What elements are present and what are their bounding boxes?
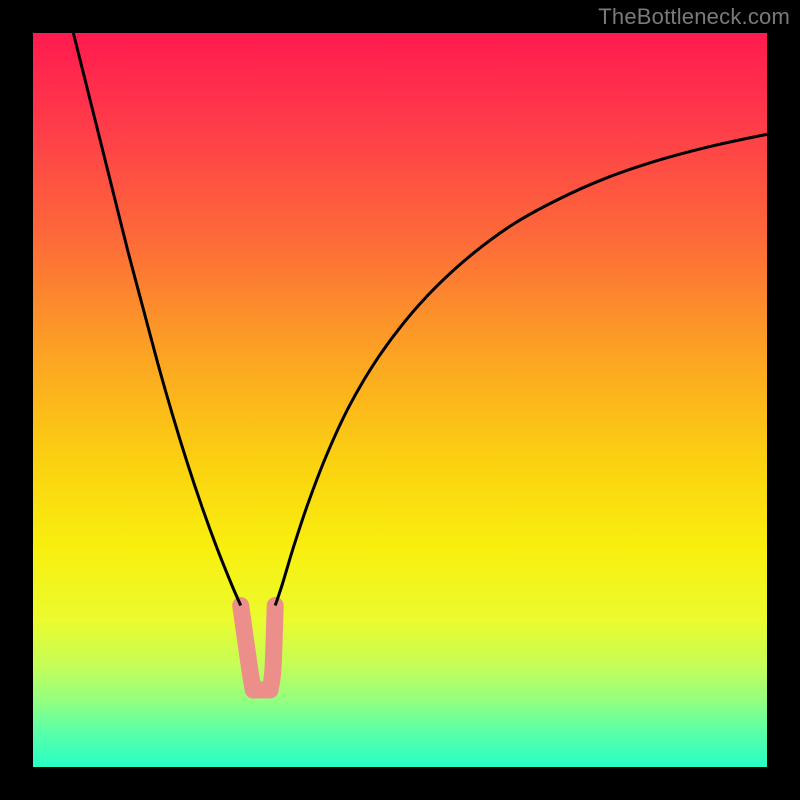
curve-layer	[33, 33, 767, 767]
watermark-text: TheBottleneck.com	[598, 4, 790, 30]
plot-area	[33, 33, 767, 767]
valley-marker-right	[270, 606, 275, 690]
curve-left	[73, 33, 240, 606]
figure-container: { "watermark": { "text": "TheBottleneck.…	[0, 0, 800, 800]
curve-right	[275, 134, 767, 605]
valley-marker-left	[241, 606, 253, 690]
